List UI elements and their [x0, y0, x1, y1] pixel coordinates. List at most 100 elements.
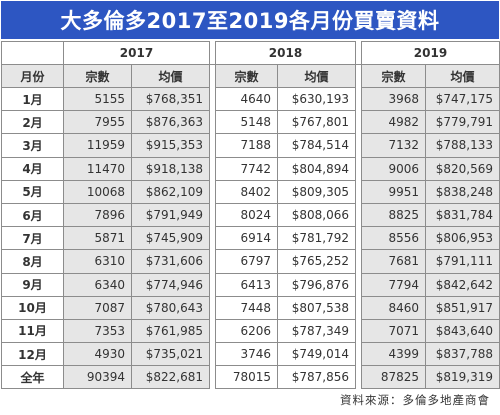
- column-header-row: 月份 宗數 均價 宗數 均價 宗數 均價: [1, 64, 500, 88]
- month-header: 月份: [1, 64, 64, 88]
- sales-cell-2017: 6310: [63, 249, 132, 274]
- table-row: 5月 10068 $862,109 8402 $809,305 9951 $838,248: [1, 179, 500, 204]
- sales-cell-2017: 7353: [63, 318, 132, 344]
- sales-cell-2018: 5148: [215, 110, 278, 135]
- sales-table: 2017 2018 2019 月份 宗數 均價 宗數 均價 宗數 均價 1月 51…: [1, 41, 500, 390]
- price-cell-2019: $843,640: [425, 318, 500, 344]
- table-row: 11月 7353 $761,985 6206 $787,349 7071 $843,640: [1, 318, 500, 344]
- sales-cell-2017: 7955: [63, 110, 132, 135]
- price-cell-2017: $822,681: [131, 365, 210, 390]
- price-cell-2019: $831,784: [425, 202, 500, 228]
- sales-cell-2019: 7132: [361, 133, 426, 158]
- price-cell-2018: $767,801: [277, 110, 356, 135]
- source-note: 資料來源：多倫多地產商會: [340, 393, 490, 407]
- price-cell-2018: $796,876: [277, 272, 356, 297]
- table-row: 3月 11959 $915,353 7188 $784,514 7132 $788,133: [1, 133, 500, 158]
- price-cell-2017: $876,363: [131, 110, 210, 135]
- price-cell-2017: $774,946: [131, 272, 210, 297]
- sales-cell-2018: 7188: [215, 133, 278, 158]
- price-cell-2019: $819,319: [425, 365, 500, 390]
- sales-cell-2017: 7896: [63, 202, 132, 228]
- sales-cell-2017: 11959: [63, 133, 132, 158]
- month-cell: 7月: [1, 226, 64, 251]
- price-header-2018: 均價: [277, 64, 356, 88]
- price-cell-2017: $735,021: [131, 342, 210, 367]
- price-cell-2019: $837,788: [425, 342, 500, 367]
- price-cell-2017: $768,351: [131, 86, 210, 112]
- price-cell-2017: $918,138: [131, 156, 210, 181]
- sales-cell-2018: 6797: [215, 249, 278, 274]
- table-row: 12月 4930 $735,021 3746 $749,014 4399 $837,788: [1, 342, 500, 367]
- table-row: 全年 90394 $822,681 78015 $787,856 87825 $819,31…: [1, 365, 500, 390]
- sales-cell-2019: 3968: [361, 86, 426, 112]
- month-cell: 12月: [1, 342, 64, 367]
- sales-cell-2019: 7794: [361, 272, 426, 297]
- price-cell-2018: $749,014: [277, 342, 356, 367]
- table-row: 4月 11470 $918,138 7742 $804,894 9006 $820,569: [1, 156, 500, 181]
- month-cell: 6月: [1, 202, 64, 228]
- sales-cell-2019: 7681: [361, 249, 426, 274]
- sales-header-2019: 宗數: [361, 64, 426, 88]
- price-header-2017: 均價: [131, 64, 210, 88]
- month-cell: 2月: [1, 110, 64, 135]
- month-cell: 1月: [1, 86, 64, 112]
- sales-cell-2018: 6914: [215, 226, 278, 251]
- month-cell: 4月: [1, 156, 64, 181]
- table-row: 7月 5871 $745,909 6914 $781,792 8556 $806,953: [1, 226, 500, 251]
- sales-cell-2018: 8402: [215, 179, 278, 204]
- sales-header-2017: 宗數: [63, 64, 132, 88]
- month-cell: 10月: [1, 295, 64, 320]
- price-cell-2019: $791,111: [425, 249, 500, 274]
- year-header-2019: 2019: [361, 41, 500, 65]
- price-cell-2019: $820,569: [425, 156, 500, 181]
- year-header-2017: 2017: [63, 41, 210, 65]
- price-cell-2018: $787,349: [277, 318, 356, 344]
- price-cell-2018: $809,305: [277, 179, 356, 204]
- table-row: 10月 7087 $780,643 7448 $807,538 8460 $851,917: [1, 295, 500, 320]
- price-cell-2019: $838,248: [425, 179, 500, 204]
- month-cell: 8月: [1, 249, 64, 274]
- price-cell-2019: $747,175: [425, 86, 500, 112]
- sales-cell-2018: 78015: [215, 365, 278, 390]
- table-row: 6月 7896 $791,949 8024 $808,066 8825 $831,784: [1, 202, 500, 228]
- price-cell-2017: $915,353: [131, 133, 210, 158]
- price-cell-2018: $765,252: [277, 249, 356, 274]
- sales-cell-2018: 6206: [215, 318, 278, 344]
- table-row: 2月 7955 $876,363 5148 $767,801 4982 $779,791: [1, 110, 500, 135]
- sales-cell-2018: 3746: [215, 342, 278, 367]
- corner-cell: [1, 41, 64, 65]
- price-cell-2017: $731,606: [131, 249, 210, 274]
- sales-cell-2018: 4640: [215, 86, 278, 112]
- table-row: 1月 5155 $768,351 4640 $630,193 3968 $747,175: [1, 86, 500, 112]
- price-cell-2017: $745,909: [131, 226, 210, 251]
- price-cell-2019: $806,953: [425, 226, 500, 251]
- month-cell: 3月: [1, 133, 64, 158]
- sales-cell-2017: 4930: [63, 342, 132, 367]
- price-cell-2018: $807,538: [277, 295, 356, 320]
- price-cell-2017: $761,985: [131, 318, 210, 344]
- price-cell-2018: $808,066: [277, 202, 356, 228]
- month-cell: 全年: [1, 365, 64, 390]
- price-cell-2019: $788,133: [425, 133, 500, 158]
- price-cell-2018: $784,514: [277, 133, 356, 158]
- price-cell-2019: $842,642: [425, 272, 500, 297]
- sales-cell-2019: 4982: [361, 110, 426, 135]
- price-cell-2017: $791,949: [131, 202, 210, 228]
- sales-cell-2019: 87825: [361, 365, 426, 390]
- price-cell-2018: $804,894: [277, 156, 356, 181]
- sales-cell-2019: 8825: [361, 202, 426, 228]
- sales-cell-2018: 7742: [215, 156, 278, 181]
- sales-header-2018: 宗數: [215, 64, 278, 88]
- sales-cell-2019: 8460: [361, 295, 426, 320]
- sales-cell-2017: 11470: [63, 156, 132, 181]
- price-cell-2018: $781,792: [277, 226, 356, 251]
- table-row: 9月 6340 $774,946 6413 $796,876 7794 $842,642: [1, 272, 500, 297]
- price-cell-2018: $787,856: [277, 365, 356, 390]
- sales-cell-2018: 6413: [215, 272, 278, 297]
- price-cell-2017: $780,643: [131, 295, 210, 320]
- sales-cell-2017: 6340: [63, 272, 132, 297]
- month-cell: 5月: [1, 179, 64, 204]
- table-row: 8月 6310 $731,606 6797 $765,252 7681 $791,111: [1, 249, 500, 274]
- price-cell-2019: $851,917: [425, 295, 500, 320]
